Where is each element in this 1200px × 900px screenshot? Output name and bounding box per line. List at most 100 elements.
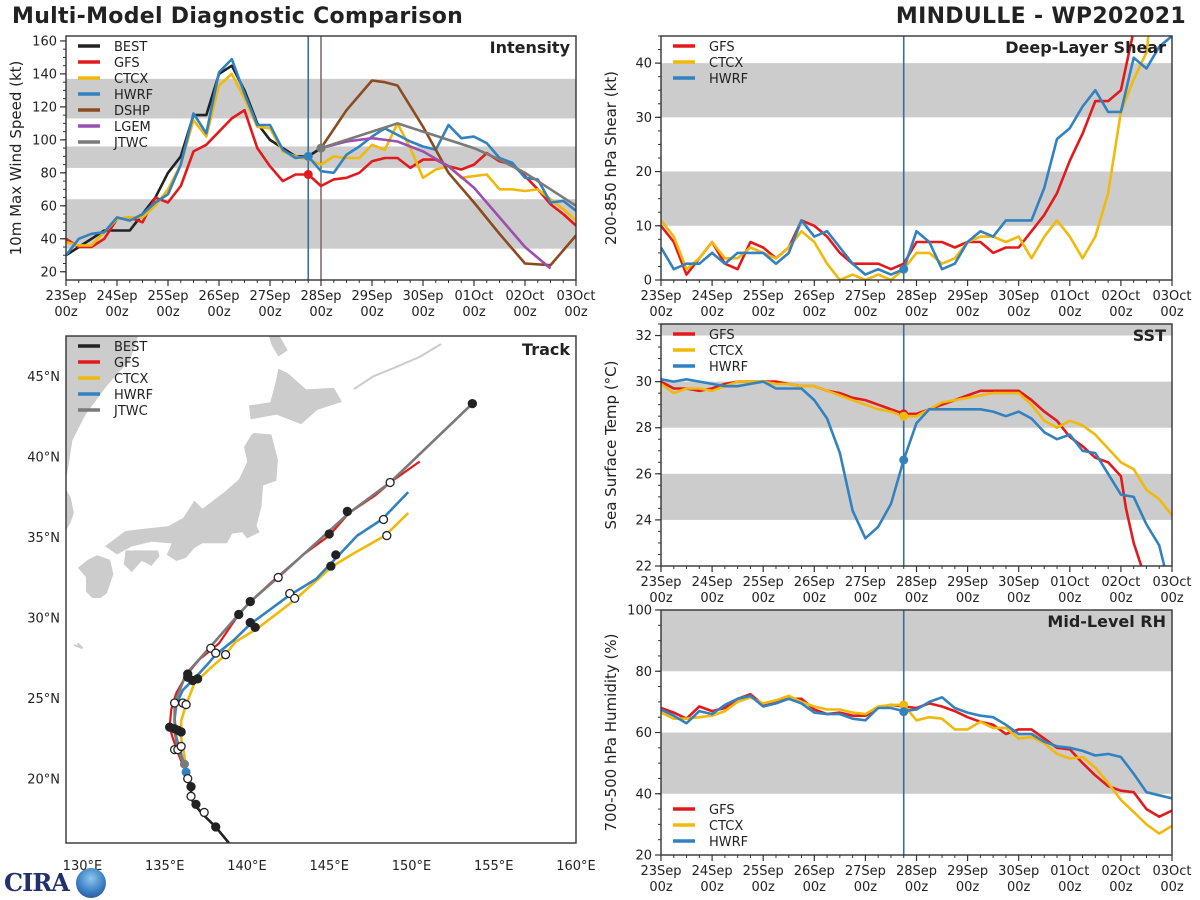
x-tick-label-date: 27Sep	[845, 575, 886, 590]
land-shikoku	[123, 549, 161, 574]
x-tick-label-date: 30Sep	[402, 289, 443, 304]
panel-title: Mid-Level RH	[1047, 612, 1166, 631]
y-axis-label: 700-500 hPa Humidity (%)	[602, 633, 620, 831]
init-marker-hwrf	[303, 151, 313, 161]
x-tick-label-hour: 00z	[1007, 305, 1031, 320]
y-axis-label: 10m Max Wind Speed (kt)	[7, 61, 25, 256]
y-tick-label: 24	[635, 513, 652, 528]
track-point-open	[199, 807, 209, 818]
legend-label-best: BEST	[114, 40, 147, 55]
x-tick-label-date: 25Sep	[743, 575, 784, 590]
x-tick-label-date: 29Sep	[351, 289, 392, 304]
x-tick-label-date: 23Sep	[640, 575, 681, 590]
track-point-open	[169, 698, 180, 708]
land-kyushu	[77, 554, 115, 599]
x-tick-label: 145°E	[309, 859, 349, 874]
y-tick-label: 20	[635, 849, 652, 864]
land-ryukyu	[73, 642, 84, 650]
x-tick-label-date: 28Sep	[896, 864, 937, 879]
series-group	[661, 692, 1172, 835]
y-tick-label: 80	[635, 665, 652, 680]
x-tick-label-hour: 00z	[649, 305, 673, 320]
x-tick-label-date: 29Sep	[947, 289, 988, 304]
legend-label-ctcx: CTCX	[114, 372, 148, 387]
current-position-jtwc	[179, 759, 189, 769]
land-korea	[66, 488, 75, 532]
legend-label-best: BEST	[114, 340, 147, 355]
x-tick-label-hour: 00z	[956, 591, 980, 606]
legend-label-gfs: GFS	[114, 56, 140, 71]
legend-label-dshp: DSHP	[114, 104, 150, 119]
track-point-filled	[245, 596, 255, 607]
x-tick-label-date: 28Sep	[300, 289, 341, 304]
y-tick-label: 30°N	[27, 612, 60, 627]
x-tick-label-date: 03Oct	[556, 289, 595, 304]
y-tick-label: 20°N	[27, 773, 60, 788]
x-tick-label-date: 01Oct	[454, 289, 493, 304]
track-point-filled	[326, 561, 336, 571]
x-tick-label-hour: 00z	[564, 305, 588, 320]
x-tick-label: 135°E	[145, 859, 185, 874]
init-marker-hwrf	[899, 264, 909, 274]
x-tick-label-hour: 00z	[803, 591, 827, 606]
track-point-filled	[331, 550, 341, 560]
x-tick-label-date: 23Sep	[640, 289, 681, 304]
legend-label-hwrf: HWRF	[709, 835, 748, 850]
x-tick-label-hour: 00z	[360, 305, 384, 320]
legend-label-hwrf: HWRF	[114, 388, 153, 403]
x-tick-label-date: 29Sep	[947, 864, 988, 879]
y-tick-label: 40°N	[27, 451, 60, 466]
legend-label-jtwc: JTWC	[113, 404, 148, 419]
legend-label-lgem: LGEM	[114, 120, 151, 135]
x-tick-label-date: 02Oct	[1101, 864, 1140, 879]
x-tick-label-date: 01Oct	[1050, 575, 1089, 590]
init-marker-jtwc	[316, 143, 326, 153]
track-point-open	[385, 477, 395, 488]
init-marker-gfs	[303, 169, 313, 179]
init-marker-hwrf	[899, 707, 909, 717]
track-point-filled	[234, 609, 244, 620]
x-tick-label-date: 23Sep	[640, 864, 681, 879]
y-tick-label: 60	[635, 726, 652, 741]
page-title: Multi-Model Diagnostic Comparison	[12, 4, 464, 29]
cira-logo-text: CIRA	[4, 868, 70, 897]
x-tick-label-hour: 00z	[258, 305, 282, 320]
legend-label-ctcx: CTCX	[709, 56, 743, 71]
x-tick-label-date: 01Oct	[1050, 864, 1089, 879]
series-line-hwrf	[661, 36, 1172, 276]
x-tick-label-date: 01Oct	[1050, 289, 1089, 304]
x-tick-label-date: 28Sep	[896, 575, 937, 590]
x-tick-label-hour: 00z	[1007, 591, 1031, 606]
track-line-ctcx	[179, 512, 410, 778]
series-line-ctcx	[66, 72, 576, 247]
land-group	[66, 336, 442, 650]
y-tick-label: 0	[644, 274, 652, 289]
series-line-jtwc	[320, 122, 576, 207]
x-tick-label-hour: 00z	[854, 591, 878, 606]
x-tick-label-date: 26Sep	[794, 575, 835, 590]
track-point-open	[211, 648, 221, 658]
y-tick-label: 45°N	[27, 370, 60, 385]
panel-sst: 22242628303223Sep00z24Sep00z25Sep00z26Se…	[602, 323, 1192, 606]
y-axis-label: Sea Surface Temp (°C)	[602, 360, 620, 529]
shaded-band	[661, 63, 1172, 118]
x-tick-label-hour: 00z	[700, 305, 724, 320]
legend-label-gfs: GFS	[709, 803, 735, 818]
x-tick-label-hour: 00z	[752, 880, 776, 895]
x-tick-label-hour: 00z	[752, 305, 776, 320]
series-group	[66, 57, 576, 270]
track-point-filled	[192, 674, 203, 684]
x-tick-label-hour: 00z	[1160, 591, 1184, 606]
series-line-ctcx	[661, 694, 1172, 835]
init-marker-hwrf	[899, 455, 909, 465]
track-point-open	[181, 699, 191, 710]
series-group	[661, 36, 1172, 280]
shaded-band	[661, 171, 1172, 226]
series-line-hwrf	[661, 377, 1166, 566]
x-tick-label-hour: 00z	[1109, 305, 1133, 320]
track-point-filled	[176, 727, 186, 737]
series-line-ctcx	[661, 380, 1172, 517]
x-tick-label-hour: 00z	[1109, 880, 1133, 895]
